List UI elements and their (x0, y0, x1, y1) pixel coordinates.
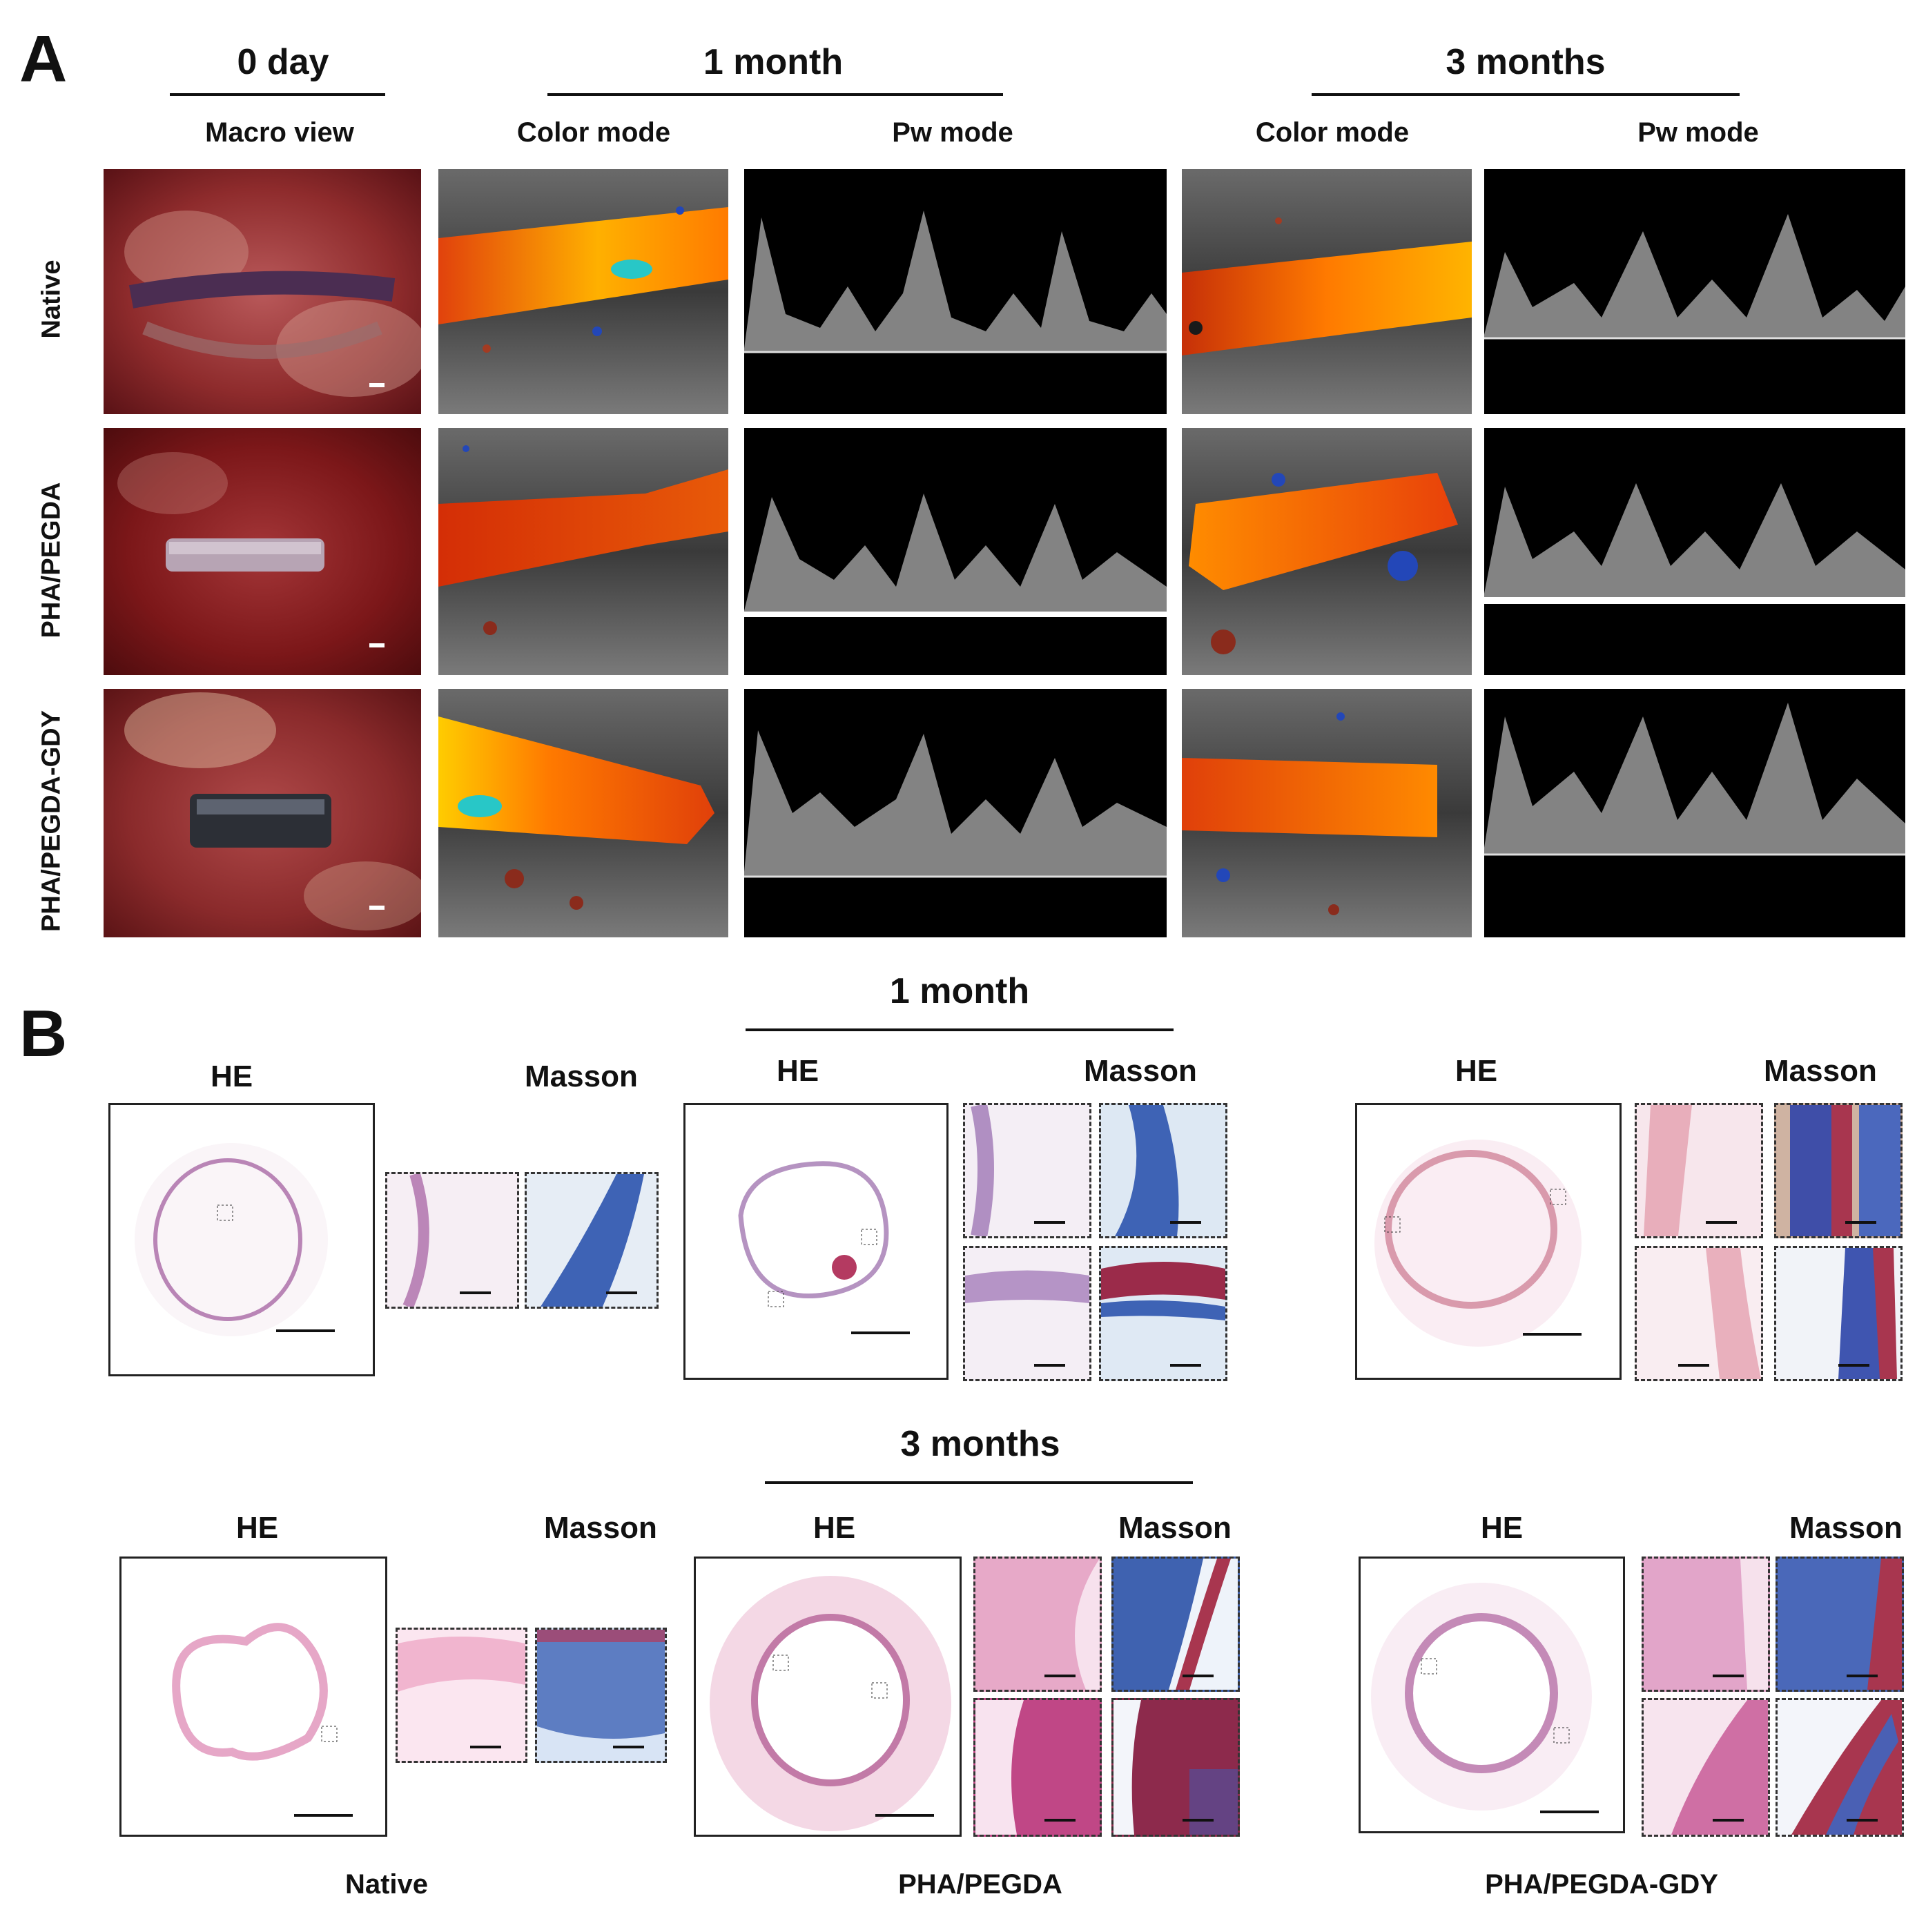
doppler-color-pha-pegda-gdy-3m (1182, 689, 1472, 937)
col-pw-3m: Pw mode (1637, 117, 1759, 148)
header-3-months: 3 months (1446, 42, 1606, 82)
he-overview-pha-pegda-gdy-3m (1359, 1557, 1625, 1833)
he-inset-native-1m (385, 1172, 519, 1309)
doppler-color-native-3m (1182, 169, 1472, 414)
label-he: HE (236, 1511, 279, 1545)
he-inset-pha-pegda-gdy-3m-bottom (1642, 1698, 1770, 1837)
he-inset-pha-pegda-gdy-1m-top (1635, 1103, 1763, 1238)
doppler-pw-native-3m (1484, 169, 1905, 414)
he-overview-native-1m (108, 1103, 375, 1376)
label-masson: Masson (1084, 1054, 1197, 1088)
row-label-pha-pegda: PHA/PEGDA (37, 482, 66, 638)
doppler-color-pha-pegda-gdy-1m (438, 689, 728, 937)
macro-photo-pha-pegda-gdy (104, 689, 421, 937)
doppler-pw-pha-pegda-3m (1484, 428, 1905, 675)
he-inset-pha-pegda-1m-top (963, 1103, 1091, 1238)
he-inset-pha-pegda-3m-top (973, 1557, 1102, 1692)
he-inset-pha-pegda-gdy-3m-top (1642, 1557, 1770, 1692)
label-masson: Masson (1118, 1511, 1232, 1545)
header-b-3-months: 3 months (900, 1424, 1060, 1464)
rule-1-month (547, 93, 1003, 96)
he-inset-pha-pegda-1m-bottom (963, 1246, 1091, 1381)
panel-b-label: B (19, 997, 68, 1071)
label-masson: Masson (544, 1511, 657, 1545)
doppler-color-native-1m (438, 169, 728, 414)
masson-inset-pha-pegda-1m-top (1099, 1103, 1227, 1238)
col-macro-view: Macro view (205, 117, 354, 148)
masson-inset-pha-pegda-1m-bottom (1099, 1246, 1227, 1381)
row-label-native: Native (37, 260, 66, 339)
doppler-pw-pha-pegda-gdy-3m (1484, 689, 1905, 937)
panel-a-label: A (19, 22, 68, 96)
group-label-native: Native (344, 1869, 429, 1900)
doppler-color-pha-pegda-1m (438, 428, 728, 675)
row-label-pha-pegda-gdy: PHA/PEGDA-GDY (37, 710, 66, 932)
col-color-3m: Color mode (1255, 117, 1410, 148)
label-masson: Masson (1764, 1054, 1877, 1088)
rule-0-day (170, 93, 385, 96)
masson-inset-pha-pegda-gdy-1m-bottom (1774, 1246, 1903, 1381)
macro-scale-bar (369, 643, 385, 647)
he-overview-native-3m (119, 1557, 387, 1837)
rule-b-1-month (746, 1028, 1174, 1031)
label-he: HE (777, 1054, 819, 1088)
masson-inset-pha-pegda-gdy-3m-top (1776, 1557, 1904, 1692)
group-label-pha-pegda: PHA/PEGDA (898, 1869, 1062, 1900)
label-he: HE (813, 1511, 856, 1545)
masson-inset-native-1m (525, 1172, 659, 1309)
masson-inset-pha-pegda-gdy-1m-top (1774, 1103, 1903, 1238)
label-masson: Masson (525, 1060, 638, 1093)
macro-scale-bar (369, 906, 385, 910)
macro-photo-native (104, 169, 421, 414)
macro-scale-bar (369, 383, 385, 387)
he-inset-native-3m (396, 1628, 527, 1763)
group-label-pha-pegda-gdy: PHA/PEGDA-GDY (1485, 1869, 1718, 1900)
label-masson: Masson (1789, 1511, 1903, 1545)
masson-inset-native-3m (535, 1628, 667, 1763)
header-b-1-month: 1 month (889, 971, 1030, 1011)
masson-inset-pha-pegda-3m-top (1111, 1557, 1240, 1692)
doppler-pw-native-1m (744, 169, 1167, 414)
label-he: HE (211, 1060, 253, 1093)
he-overview-pha-pegda-gdy-1m (1355, 1103, 1622, 1380)
he-inset-pha-pegda-3m-bottom (973, 1698, 1102, 1837)
label-he: HE (1455, 1054, 1498, 1088)
masson-inset-pha-pegda-gdy-3m-bottom (1776, 1698, 1904, 1837)
rule-3-months (1312, 93, 1740, 96)
header-0-day: 0 day (237, 42, 329, 82)
label-he: HE (1481, 1511, 1524, 1545)
he-overview-pha-pegda-3m (694, 1557, 962, 1837)
macro-photo-pha-pegda (104, 428, 421, 675)
doppler-pw-pha-pegda-1m (744, 428, 1167, 675)
col-color-1m: Color mode (516, 117, 671, 148)
header-1-month: 1 month (703, 42, 844, 82)
he-inset-pha-pegda-gdy-1m-bottom (1635, 1246, 1763, 1381)
he-overview-pha-pegda-1m (683, 1103, 949, 1380)
masson-inset-pha-pegda-3m-bottom (1111, 1698, 1240, 1837)
doppler-pw-pha-pegda-gdy-1m (744, 689, 1167, 937)
doppler-color-pha-pegda-3m (1182, 428, 1472, 675)
rule-b-3-months (765, 1481, 1193, 1484)
col-pw-1m: Pw mode (892, 117, 1013, 148)
